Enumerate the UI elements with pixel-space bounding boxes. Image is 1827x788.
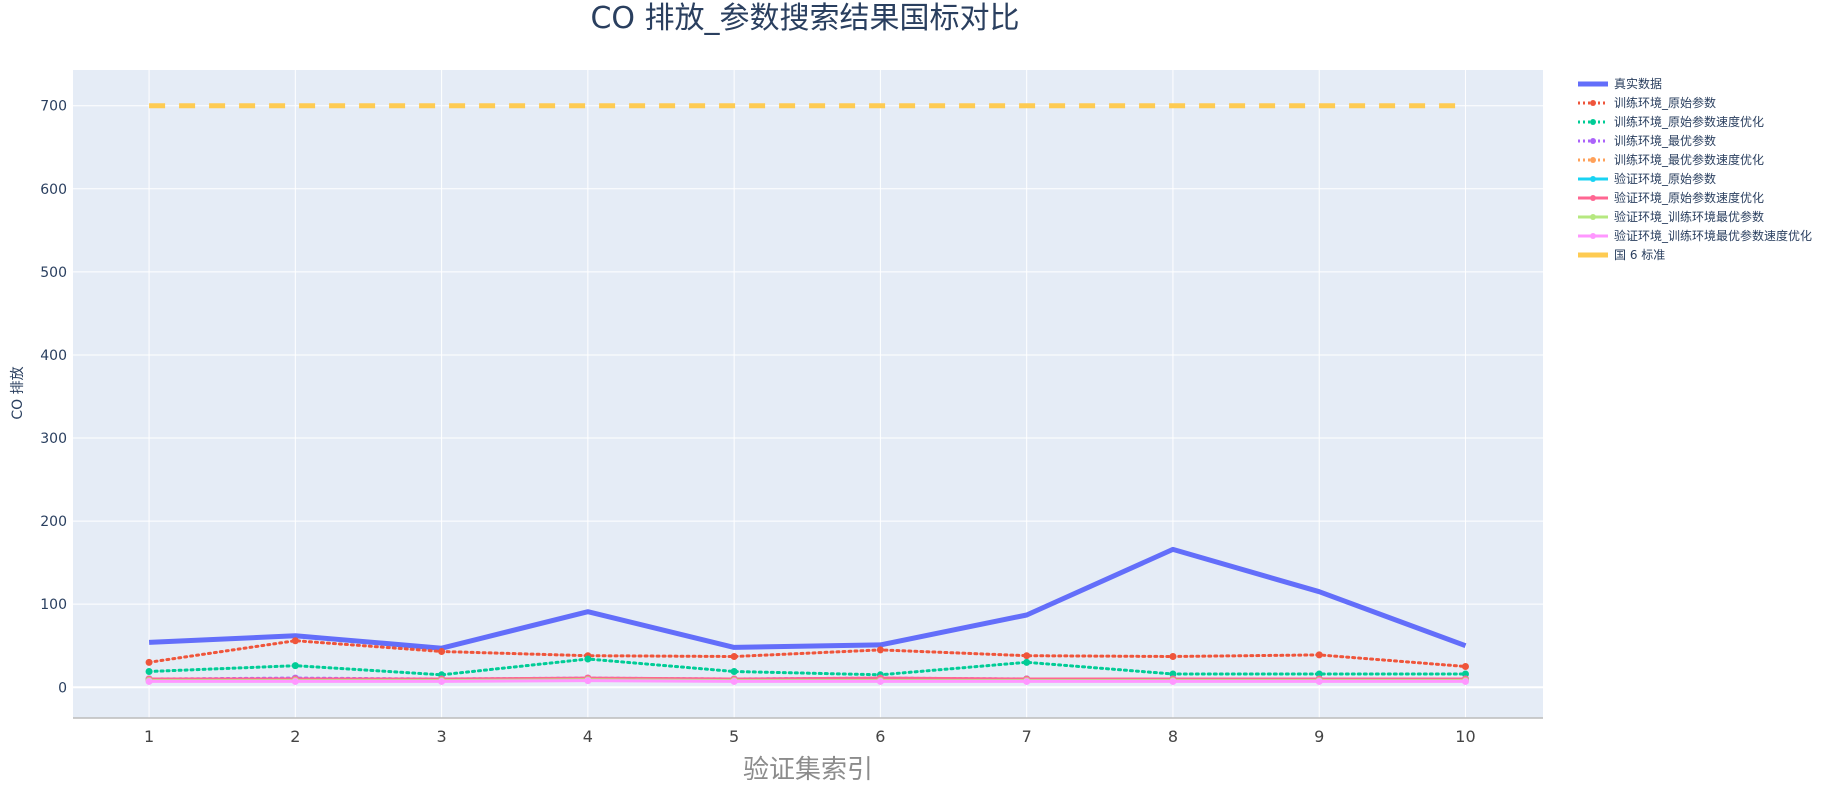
- legend-label: 训练环境_最优参数速度优化: [1614, 152, 1764, 167]
- y-tick-label: 600: [40, 182, 67, 198]
- series-line: [149, 676, 1466, 681]
- data-point: [291, 677, 299, 685]
- y-tick-label: 100: [40, 597, 67, 613]
- data-point: [876, 646, 884, 654]
- series-line: [148, 546, 1467, 651]
- x-axis-title: 验证集索引: [743, 755, 873, 785]
- y-tick-label: 200: [40, 514, 67, 530]
- legend-item[interactable]: 训练环境_原始参数: [1578, 95, 1716, 110]
- legend[interactable]: 真实数据训练环境_原始参数训练环境_原始参数速度优化训练环境_最优参数训练环境_…: [1578, 76, 1812, 262]
- legend-item[interactable]: 验证环境_训练环境最优参数速度优化: [1578, 228, 1812, 243]
- data-point: [730, 677, 738, 685]
- x-tick-label: 1: [144, 727, 154, 746]
- x-tick-label: 8: [1168, 727, 1178, 746]
- data-point: [438, 677, 446, 685]
- legend-label: 训练环境_最优参数: [1614, 133, 1716, 148]
- legend-item[interactable]: 验证环境_训练环境最优参数: [1578, 209, 1764, 224]
- legend-item[interactable]: 验证环境_原始参数: [1578, 171, 1716, 186]
- data-point: [1461, 670, 1469, 678]
- x-tick-label: 10: [1455, 727, 1475, 746]
- x-tick-label: 4: [583, 727, 593, 746]
- legend-marker: [1590, 157, 1596, 163]
- legend-item[interactable]: 国 6 标准: [1578, 248, 1665, 262]
- legend-label: 国 6 标准: [1614, 248, 1665, 262]
- data-point: [291, 662, 299, 670]
- legend-label: 验证环境_原始参数速度优化: [1614, 190, 1764, 205]
- series-0: [148, 546, 1467, 651]
- legend-item[interactable]: 验证环境_原始参数速度优化: [1578, 190, 1764, 205]
- data-point: [1023, 677, 1031, 685]
- data-point: [291, 637, 299, 645]
- series-layer: [145, 103, 1469, 685]
- x-tick-label: 6: [875, 727, 885, 746]
- x-tick-label: 3: [437, 727, 447, 746]
- axes: 0 100 200 300 400 500 600 700 1 2 3 4 5 6 7 8 9 10: [40, 99, 1543, 746]
- legend-item[interactable]: 训练环境_最优参数: [1578, 133, 1716, 148]
- legend-marker: [1590, 100, 1596, 106]
- legend-item[interactable]: 训练环境_最优参数速度优化: [1578, 152, 1764, 167]
- legend-marker: [1590, 214, 1596, 220]
- data-point: [1169, 677, 1177, 685]
- legend-label: 训练环境_原始参数: [1614, 95, 1716, 110]
- data-point: [145, 677, 153, 685]
- data-point: [1023, 652, 1031, 660]
- data-point: [438, 648, 446, 656]
- data-point: [730, 653, 738, 661]
- series-line: [149, 679, 1466, 683]
- y-tick-label: 300: [40, 431, 67, 447]
- legend-item[interactable]: 真实数据: [1578, 76, 1662, 91]
- data-point: [145, 658, 153, 666]
- y-axis-title: CO 排放: [10, 366, 26, 419]
- series-8: [145, 677, 1469, 685]
- x-tick-label: 2: [290, 727, 300, 746]
- legend-marker: [1590, 119, 1596, 125]
- legend-label: 验证环境_训练环境最优参数: [1614, 209, 1764, 224]
- data-point: [1315, 677, 1323, 685]
- data-point: [1461, 677, 1469, 685]
- legend-label: 训练环境_原始参数速度优化: [1614, 114, 1764, 129]
- data-point: [1169, 653, 1177, 661]
- plot-area: [73, 70, 1543, 718]
- series-1: [145, 637, 1469, 670]
- series-line: [147, 657, 1467, 677]
- legend-label: 验证环境_训练环境最优参数速度优化: [1614, 228, 1812, 243]
- data-point: [1315, 670, 1323, 678]
- data-point: [1315, 651, 1323, 659]
- data-point: [1023, 658, 1031, 666]
- y-tick-label: 0: [58, 680, 67, 696]
- legend-label: 真实数据: [1614, 76, 1662, 91]
- x-tick-label: 9: [1314, 727, 1324, 746]
- legend-marker: [1590, 195, 1596, 201]
- series-line: [147, 639, 1467, 668]
- chart-title: CO 排放_参数搜索结果国标对比: [590, 1, 1019, 36]
- x-tick-label: 7: [1022, 727, 1032, 746]
- x-tick-label: 5: [729, 727, 739, 746]
- data-point: [1461, 662, 1469, 670]
- data-point: [145, 667, 153, 675]
- y-tick-label: 500: [40, 265, 67, 281]
- gridlines: [73, 70, 1543, 718]
- y-tick-label: 400: [40, 348, 67, 364]
- data-point: [730, 667, 738, 675]
- legend-item[interactable]: 训练环境_原始参数速度优化: [1578, 114, 1764, 129]
- legend-marker: [1590, 176, 1596, 182]
- data-point: [584, 655, 592, 663]
- data-point: [876, 677, 884, 685]
- legend-label: 验证环境_原始参数: [1614, 171, 1716, 186]
- y-tick-label: 700: [40, 99, 67, 115]
- data-point: [584, 677, 592, 685]
- data-point: [1169, 670, 1177, 678]
- legend-marker: [1590, 233, 1596, 239]
- legend-marker: [1590, 138, 1596, 144]
